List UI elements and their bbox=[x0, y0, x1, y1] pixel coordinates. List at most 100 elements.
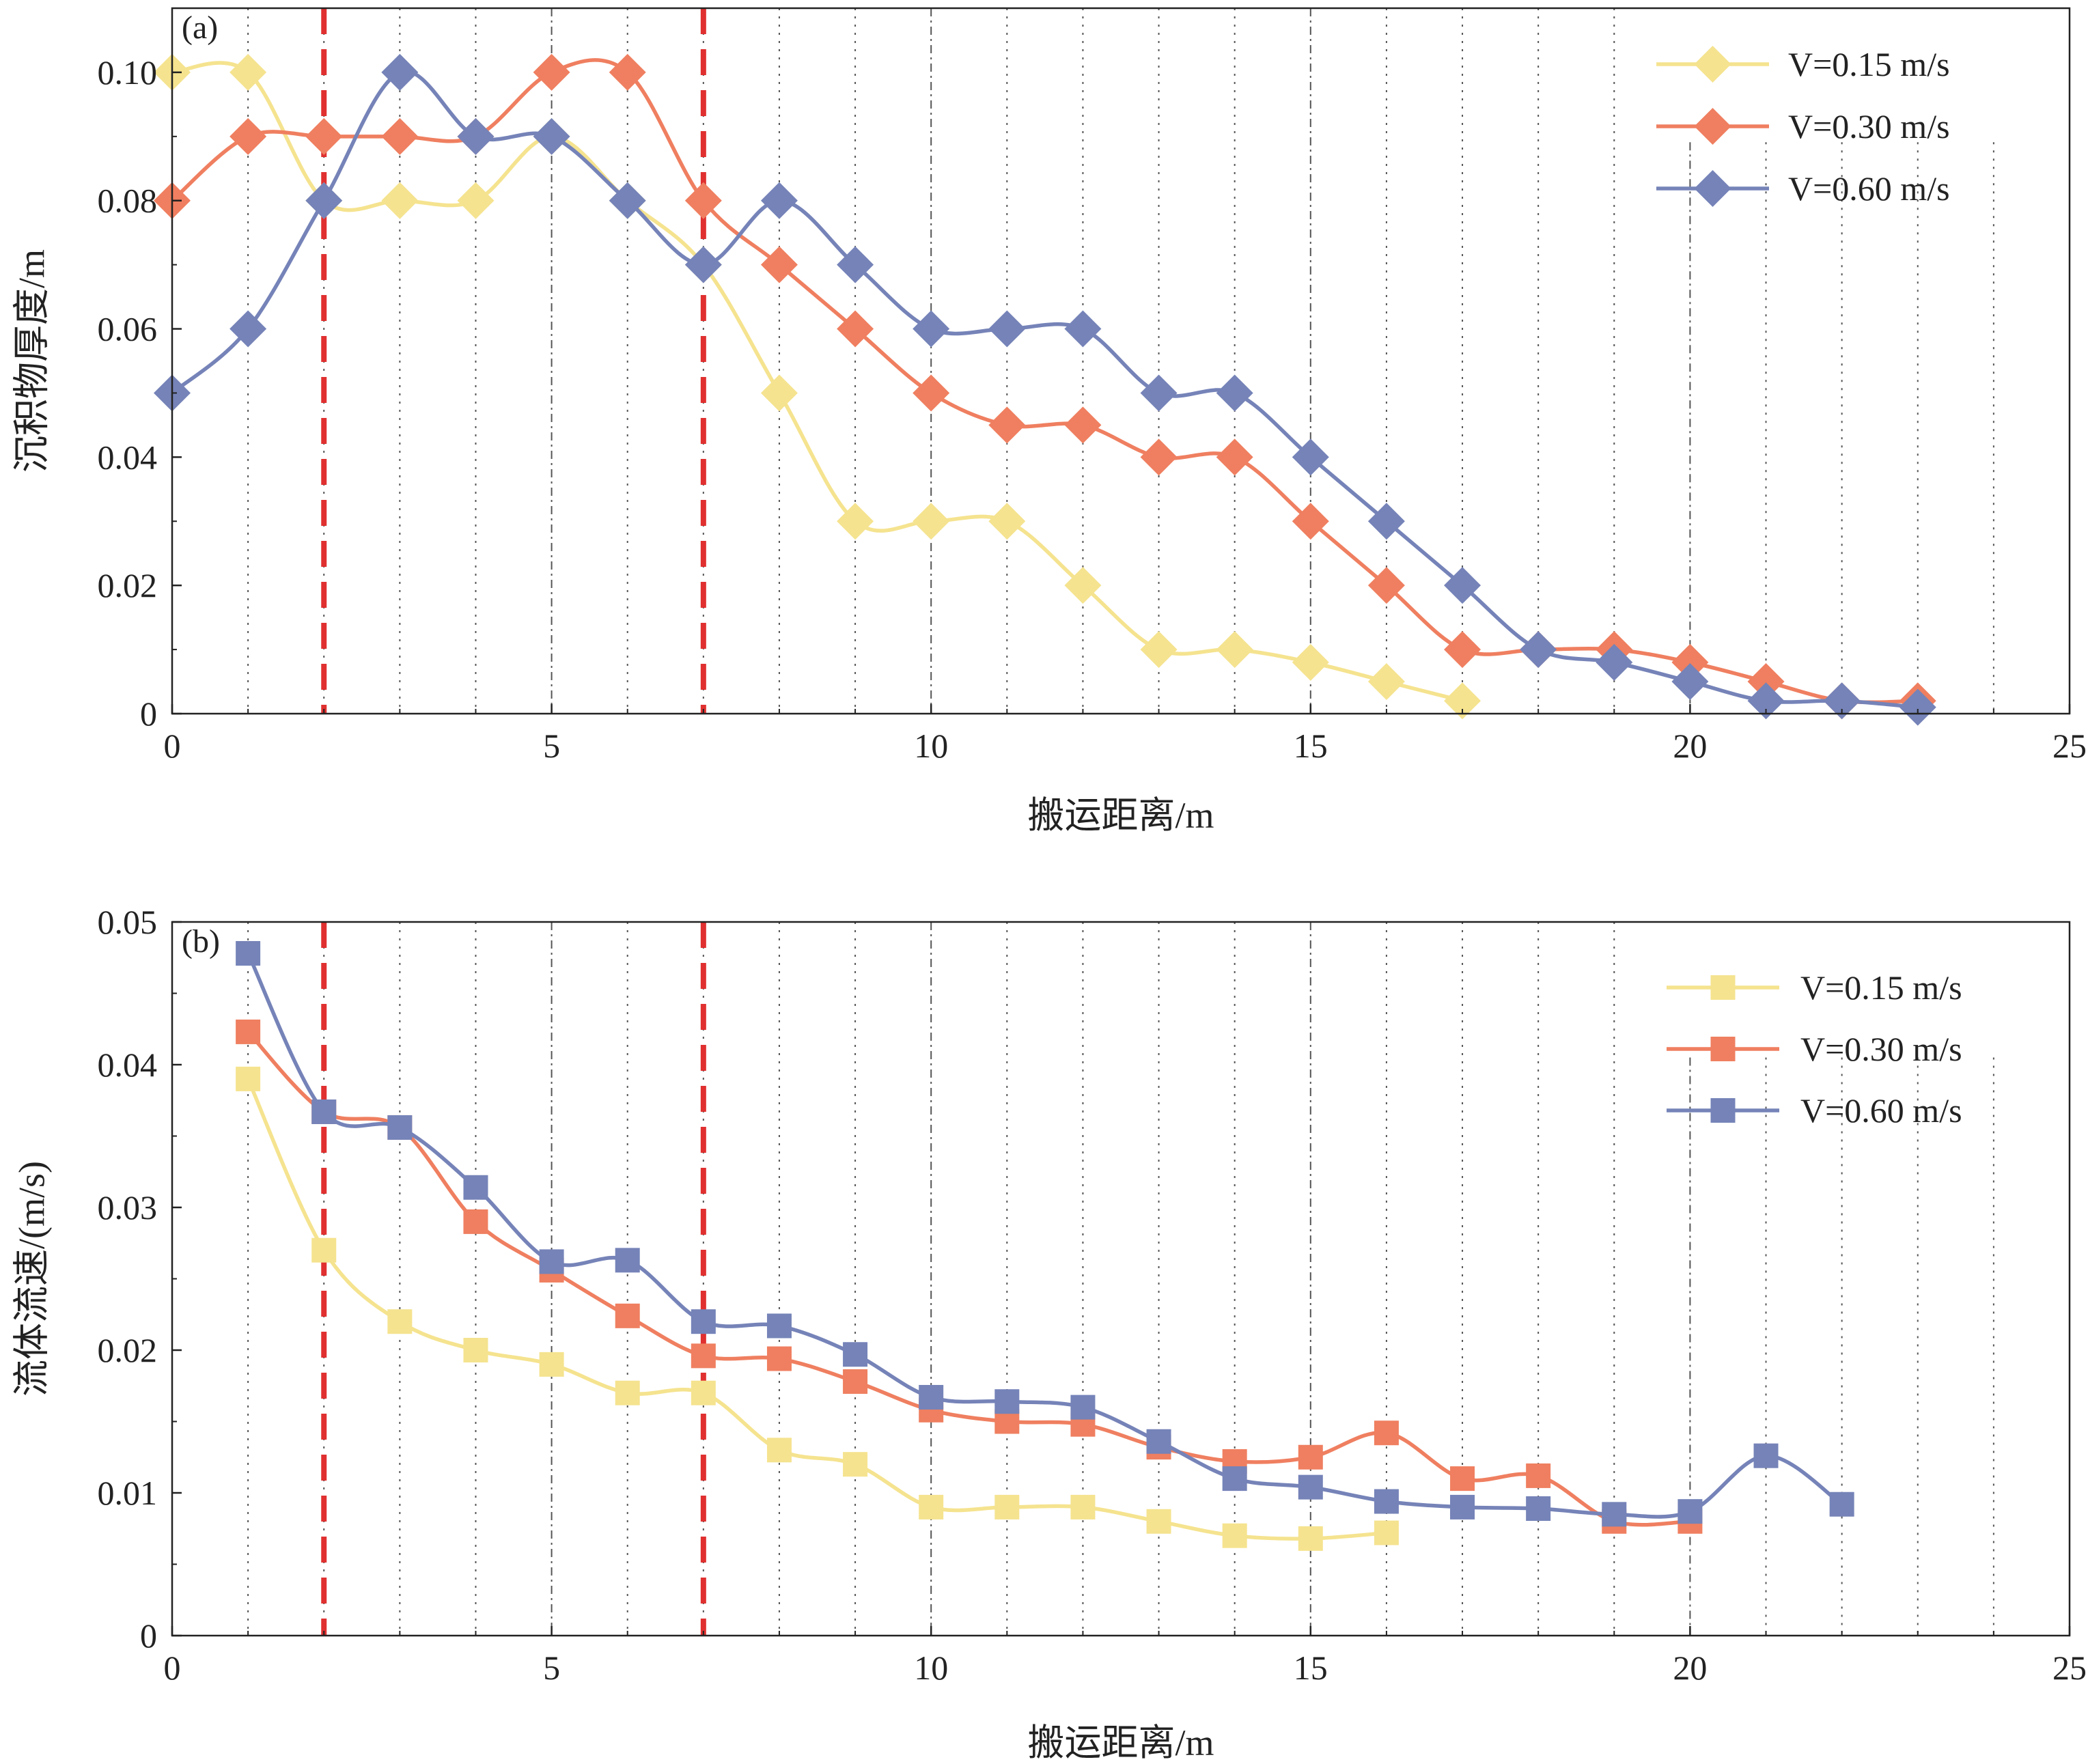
data-point bbox=[1070, 1494, 1096, 1520]
legend-marker bbox=[1694, 108, 1731, 145]
data-point bbox=[457, 182, 495, 219]
data-point bbox=[1596, 643, 1633, 681]
data-point bbox=[1747, 682, 1785, 720]
data-point bbox=[463, 1209, 488, 1234]
data-point bbox=[1671, 663, 1709, 701]
x-tick-label: 0 bbox=[164, 727, 181, 765]
x-tick-label: 15 bbox=[1294, 727, 1328, 765]
y-tick-label: 0.04 bbox=[98, 1046, 158, 1084]
data-point bbox=[843, 1452, 868, 1477]
data-point bbox=[463, 1175, 488, 1200]
data-point bbox=[236, 1066, 261, 1091]
data-point bbox=[691, 1380, 716, 1405]
data-point bbox=[539, 1249, 564, 1274]
reference-lines-a bbox=[321, 8, 706, 714]
y-tick-label: 0.02 bbox=[98, 566, 158, 604]
data-point bbox=[691, 1343, 716, 1369]
data-point bbox=[994, 1494, 1020, 1520]
data-point bbox=[1222, 1466, 1247, 1492]
data-point bbox=[1450, 1494, 1475, 1520]
data-point bbox=[463, 1338, 488, 1362]
data-point bbox=[1064, 310, 1102, 348]
legend-entry: V=0.30 m/s bbox=[1800, 1030, 1962, 1068]
data-point bbox=[988, 406, 1026, 444]
data-point bbox=[1367, 567, 1405, 604]
data-point bbox=[1216, 631, 1253, 669]
data-point bbox=[988, 503, 1026, 540]
data-point bbox=[1140, 374, 1178, 412]
data-point bbox=[1829, 1492, 1854, 1517]
data-point bbox=[457, 117, 495, 155]
panel-b: 0 5 10 15 20 25 0 0.01 0.02 0.03 0.04 0.05 (b) 搬运距离… bbox=[11, 903, 2087, 1763]
legend-entry: V=0.15 m/s bbox=[1800, 968, 1962, 1007]
x-tick-label: 25 bbox=[2052, 727, 2087, 765]
data-point bbox=[994, 1389, 1020, 1414]
data-point bbox=[766, 1313, 792, 1339]
data-point bbox=[1823, 682, 1861, 720]
plot-frame-b bbox=[171, 921, 2071, 1637]
data-point bbox=[381, 53, 419, 91]
y-tick-label: 0.03 bbox=[98, 1188, 158, 1227]
data-point bbox=[766, 1438, 792, 1463]
data-point bbox=[1146, 1429, 1171, 1454]
data-point bbox=[236, 1019, 261, 1044]
data-point bbox=[1216, 438, 1253, 476]
data-point bbox=[229, 117, 267, 155]
data-point bbox=[539, 1352, 564, 1377]
data-point bbox=[1671, 643, 1709, 681]
data-point bbox=[1292, 643, 1329, 681]
x-axis-label-b: 搬运距离/m bbox=[1027, 1722, 1214, 1763]
y-axis-label-b: 流体流速/(m/s) bbox=[11, 1161, 52, 1397]
y-tick-label: 0.02 bbox=[98, 1331, 158, 1369]
data-point bbox=[1444, 567, 1481, 604]
x-tick-label: 10 bbox=[914, 727, 948, 765]
data-point bbox=[311, 1099, 337, 1124]
panel-label-b: (b) bbox=[182, 923, 220, 960]
x-axis-label-a: 搬运距离/m bbox=[1027, 795, 1214, 836]
y-axis-label-a: 沉积物厚度/m bbox=[11, 249, 52, 473]
legend-entry: V=0.15 m/s bbox=[1788, 45, 1950, 83]
data-point bbox=[1064, 567, 1102, 604]
y-tick-label: 0.06 bbox=[98, 310, 158, 348]
data-point bbox=[1747, 663, 1785, 701]
data-point bbox=[387, 1309, 413, 1334]
data-point bbox=[387, 1115, 413, 1140]
data-point bbox=[919, 1384, 944, 1410]
x-tick-label: 5 bbox=[543, 727, 560, 765]
legend-b: V=0.15 m/s V=0.30 m/s V=0.60 m/s bbox=[1667, 968, 1962, 1130]
reference-lines-b bbox=[321, 922, 706, 1636]
data-point bbox=[1222, 1523, 1247, 1548]
data-point bbox=[913, 503, 950, 540]
series-line bbox=[171, 69, 1918, 710]
data-point bbox=[1899, 688, 1936, 726]
data-point bbox=[913, 374, 950, 412]
data-point bbox=[609, 182, 646, 219]
data-point bbox=[229, 310, 267, 348]
data-point bbox=[1140, 631, 1178, 669]
data-point bbox=[1450, 1466, 1475, 1492]
data-point bbox=[1367, 663, 1405, 701]
x-tick-label: 20 bbox=[1673, 727, 1707, 765]
legend-marker bbox=[1694, 46, 1731, 83]
data-point bbox=[533, 53, 570, 91]
data-point bbox=[615, 1380, 640, 1405]
series-line bbox=[247, 1031, 1690, 1527]
data-point bbox=[1444, 631, 1481, 669]
data-point bbox=[843, 1342, 868, 1367]
y-tick-label: 0.10 bbox=[98, 53, 158, 92]
y-tick-label: 0.04 bbox=[98, 438, 158, 476]
data-point bbox=[236, 940, 261, 966]
data-point bbox=[311, 1237, 337, 1263]
series-b bbox=[236, 940, 1854, 1551]
legend-entry: V=0.60 m/s bbox=[1788, 169, 1950, 208]
data-point bbox=[1520, 631, 1557, 669]
data-point bbox=[305, 182, 343, 219]
legend-marker bbox=[1710, 1098, 1736, 1123]
series-line bbox=[171, 61, 1463, 703]
data-point bbox=[381, 117, 419, 155]
data-point bbox=[1140, 438, 1178, 476]
data-point bbox=[1298, 1526, 1323, 1551]
legend-entry: V=0.60 m/s bbox=[1800, 1091, 1962, 1130]
data-point bbox=[1374, 1489, 1399, 1514]
